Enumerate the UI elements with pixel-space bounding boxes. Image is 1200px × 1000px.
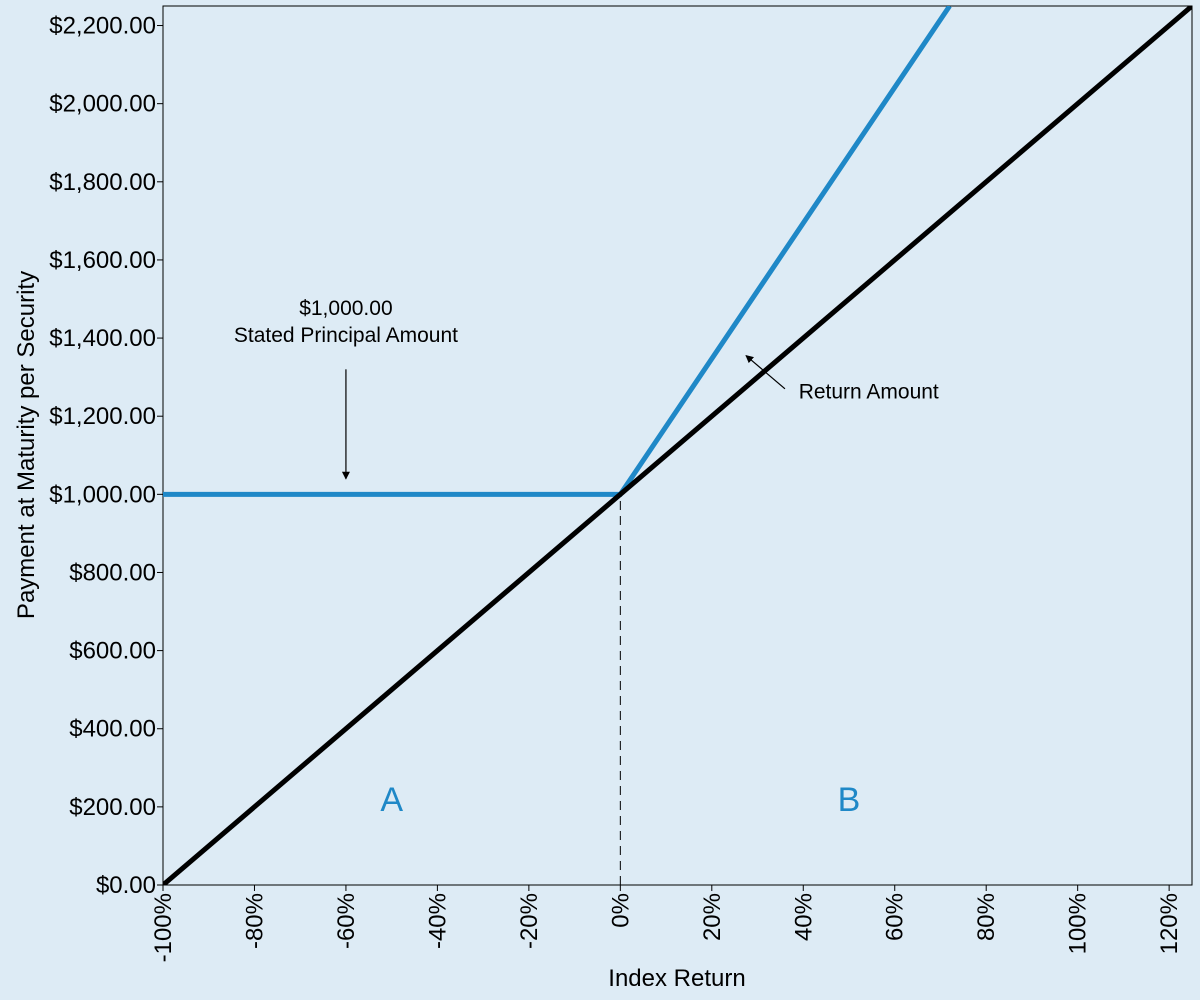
annotation-text: Return Amount: [799, 381, 939, 404]
x-tick-label: -100%: [150, 893, 177, 962]
region-label-b: B: [838, 781, 861, 819]
x-tick-label: 20%: [699, 893, 726, 941]
x-tick-label: -20%: [516, 893, 543, 949]
y-tick-label: $1,400.00: [49, 325, 156, 352]
x-tick-label: -60%: [333, 893, 360, 949]
x-tick-label: 100%: [1065, 893, 1092, 954]
y-tick-label: $400.00: [69, 716, 156, 743]
series-line-0: [163, 6, 1192, 885]
y-tick-label: $0.00: [96, 872, 156, 899]
y-tick-label: $800.00: [69, 559, 156, 586]
y-tick-label: $1,200.00: [49, 403, 156, 430]
annotation-text: Stated Principal Amount: [234, 324, 458, 347]
x-axis: -100% -80% -60% -40% -20% 0% 20% 40% 60% 80% 100% 1…: [150, 885, 1183, 962]
x-tick-label: 80%: [973, 893, 1000, 941]
x-tick-label: 120%: [1156, 893, 1183, 954]
y-axis-title: Payment at Maturity per Security: [13, 271, 40, 619]
annotation-text: $1,000.00: [299, 297, 392, 320]
y-tick-label: $2,000.00: [49, 91, 156, 118]
x-tick-label: -40%: [424, 893, 451, 949]
y-tick-label: $2,200.00: [49, 13, 156, 40]
series-lines: [163, 6, 1192, 885]
x-tick-label: 40%: [790, 893, 817, 941]
x-axis-title: Index Return: [608, 965, 745, 992]
x-tick-label: 60%: [882, 893, 909, 941]
annotation-arrow: [745, 354, 786, 390]
annotations: $1,000.00 Stated Principal Amount Return A…: [234, 297, 939, 480]
y-tick-label: $600.00: [69, 638, 156, 665]
y-tick-label: $1,800.00: [49, 169, 156, 196]
region-label-a: A: [380, 781, 403, 819]
x-tick-label: 0%: [607, 893, 634, 928]
y-tick-label: $200.00: [69, 794, 156, 821]
y-axis: $0.00 $200.00 $400.00 $600.00 $800.00 $1,000.…: [49, 13, 163, 899]
y-tick-label: $1,600.00: [49, 247, 156, 274]
x-tick-label: -80%: [241, 893, 268, 949]
y-tick-label: $1,000.00: [49, 481, 156, 508]
